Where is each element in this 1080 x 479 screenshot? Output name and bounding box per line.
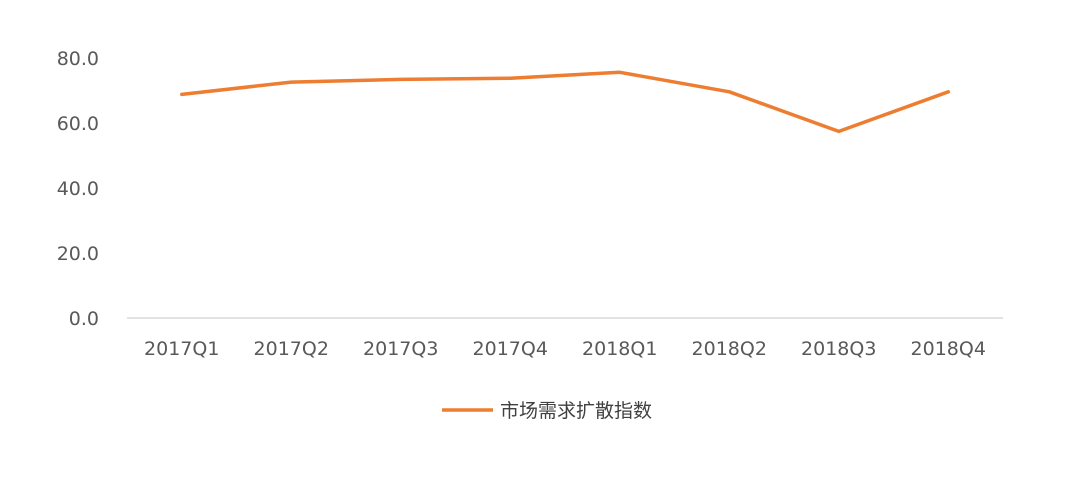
series-line xyxy=(180,70,951,134)
y-tick-label: 40.0 xyxy=(57,178,99,200)
series-layer xyxy=(180,70,951,134)
x-tick-label: 2018Q3 xyxy=(801,338,876,360)
x-tick-label: 2018Q2 xyxy=(692,338,767,360)
x-tick-label: 2018Q1 xyxy=(582,338,657,360)
legend: 市场需求扩散指数 xyxy=(442,400,652,422)
x-tick-label: 2017Q2 xyxy=(254,338,329,360)
y-axis-ticks: 0.0 20.0 40.0 60.0 80.0 xyxy=(57,48,99,330)
y-tick-label: 0.0 xyxy=(69,308,99,330)
y-tick-label: 20.0 xyxy=(57,243,99,265)
x-axis-ticks: 2017Q1 2017Q2 2017Q3 2017Q4 2018Q1 2018Q2 2018… xyxy=(144,338,986,360)
legend-label: 市场需求扩散指数 xyxy=(500,400,652,422)
x-tick-label: 2017Q3 xyxy=(363,338,438,360)
x-tick-label: 2017Q4 xyxy=(473,338,548,360)
x-tick-label: 2018Q4 xyxy=(911,338,986,360)
y-tick-label: 80.0 xyxy=(57,48,99,70)
y-tick-label: 60.0 xyxy=(57,113,99,135)
x-tick-label: 2017Q1 xyxy=(144,338,219,360)
